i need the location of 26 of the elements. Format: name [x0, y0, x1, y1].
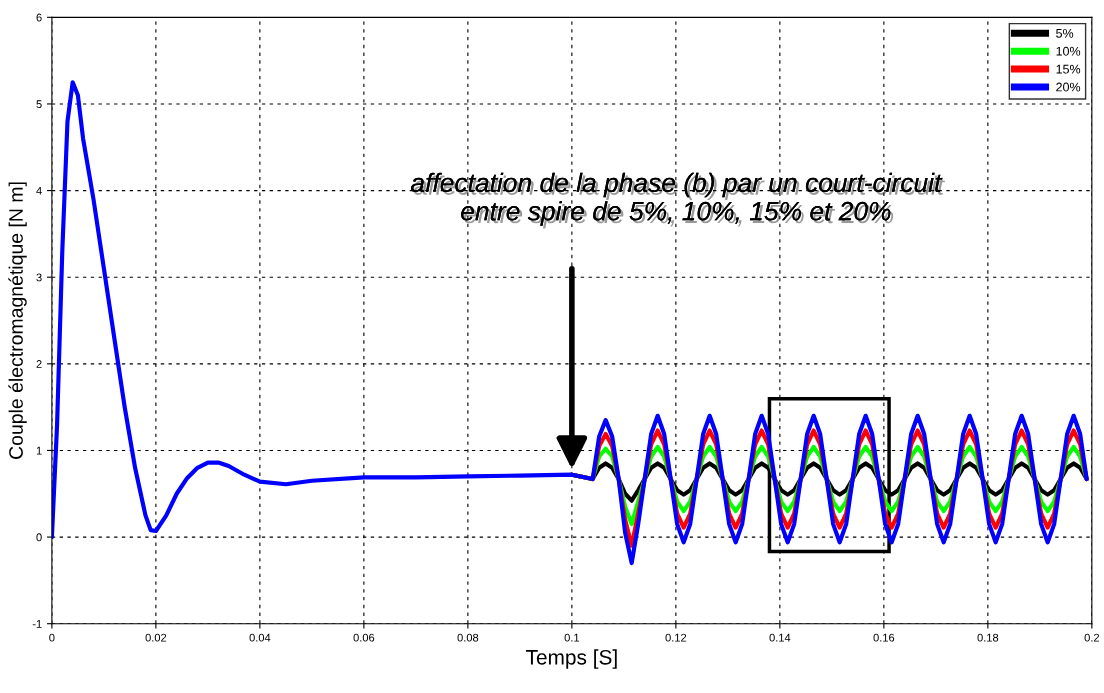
y-tick-label: 2 — [36, 360, 42, 368]
x-tick-label: 0.08 — [457, 633, 479, 642]
x-tick-label: 0.04 — [249, 633, 271, 642]
x-tick-label: 0.14 — [769, 633, 791, 642]
y-axis-title: Couple électromagnétique [N m] — [8, 182, 27, 459]
x-tick-label: 0.16 — [873, 633, 895, 642]
legend-label: 20% — [1056, 82, 1081, 92]
x-tick-label: 0.02 — [145, 633, 167, 642]
legend-label: 10% — [1056, 46, 1081, 56]
annotation: affectation de la phase (b) par un court-circuit entre spire de 5%, 10%, 15% et 20% — [410, 172, 946, 229]
legend-label: 15% — [1056, 64, 1081, 74]
y-tick-label: 0 — [36, 533, 42, 542]
x-tick-label: 0.12 — [665, 633, 687, 642]
y-tick-label: -1 — [32, 620, 42, 628]
legend-label: 5% — [1056, 28, 1074, 38]
x-tick-label: 0.06 — [353, 633, 375, 642]
x-tick-label: 0.1 — [564, 633, 580, 642]
y-tick-label: 6 — [36, 13, 42, 22]
y-tick-label: 1 — [36, 446, 42, 455]
y-tick-label: 3 — [36, 273, 42, 282]
y-tick-label: 5 — [36, 100, 42, 109]
x-axis-title: Temps [S] — [526, 649, 617, 669]
x-tick-label: 0.2 — [1084, 633, 1100, 642]
x-tick-label: 0.18 — [977, 633, 999, 642]
y-tick-label: 4 — [36, 186, 42, 195]
x-tick-label: 0 — [49, 633, 55, 642]
